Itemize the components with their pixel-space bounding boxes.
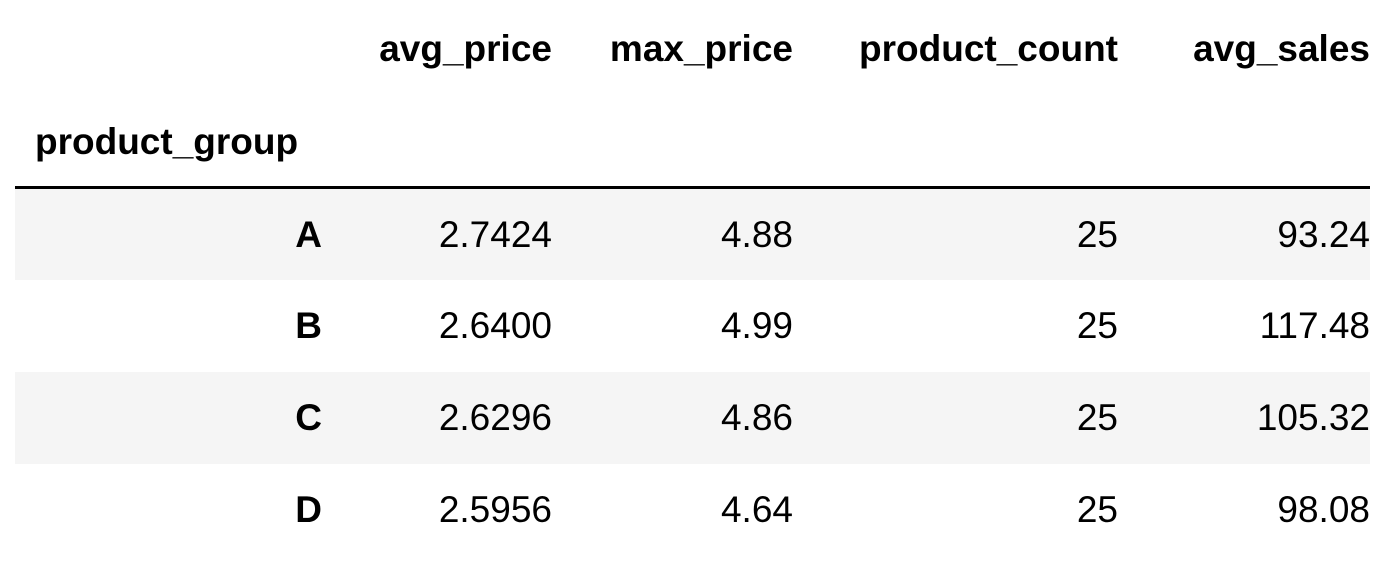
cell-product-count: 25 [1076, 489, 1118, 530]
row-index-label: C [295, 397, 322, 438]
index-header-spacer [15, 0, 364, 96]
table-body: A 2.7424 4.88 25 93.24 B 2.6400 4.99 25 … [15, 187, 1370, 556]
table-row: B 2.6400 4.99 25 117.48 [15, 279, 1370, 372]
index-header-blank [793, 96, 1118, 188]
cell-avg-sales: 93.24 [1277, 213, 1370, 255]
cell-avg-sales: 105.32 [1256, 397, 1370, 438]
dataframe-table: avg_price max_price product_count avg_sa… [15, 0, 1370, 556]
cell-avg-price: 2.7424 [438, 213, 552, 255]
cell-product-count: 25 [1076, 213, 1118, 255]
row-index-label: D [295, 489, 322, 530]
index-name-label: product_group [35, 120, 299, 162]
table-header: avg_price max_price product_count avg_sa… [15, 0, 1370, 188]
row-index-label: B [295, 305, 322, 346]
table-row: C 2.6296 4.86 25 105.32 [15, 371, 1370, 464]
cell-avg-price: 2.5956 [438, 489, 552, 530]
cell-max-price: 4.88 [720, 213, 793, 255]
index-header-blank [1118, 96, 1370, 188]
cell-avg-price: 2.6400 [438, 305, 552, 346]
cell-product-count: 25 [1076, 397, 1118, 438]
cell-avg-sales: 117.48 [1259, 305, 1370, 346]
cell-avg-sales: 98.08 [1277, 489, 1370, 530]
table-row: D 2.5956 4.64 25 98.08 [15, 463, 1370, 556]
index-header-row: product_group [15, 96, 1370, 188]
index-header-blank [364, 96, 552, 188]
cell-max-price: 4.64 [720, 489, 793, 530]
row-index-label: A [295, 213, 322, 255]
cell-product-count: 25 [1076, 305, 1118, 346]
column-header-max-price: max_price [609, 27, 793, 69]
cell-avg-price: 2.6296 [438, 397, 552, 438]
column-header-row: avg_price max_price product_count avg_sa… [15, 0, 1370, 96]
column-header-avg-price: avg_price [379, 27, 552, 69]
cell-max-price: 4.99 [720, 305, 793, 346]
index-header-blank [552, 96, 793, 188]
column-header-avg-sales: avg_sales [1193, 27, 1370, 69]
table-row: A 2.7424 4.88 25 93.24 [15, 187, 1370, 280]
column-header-product-count: product_count [859, 27, 1118, 69]
cell-max-price: 4.86 [720, 397, 793, 438]
